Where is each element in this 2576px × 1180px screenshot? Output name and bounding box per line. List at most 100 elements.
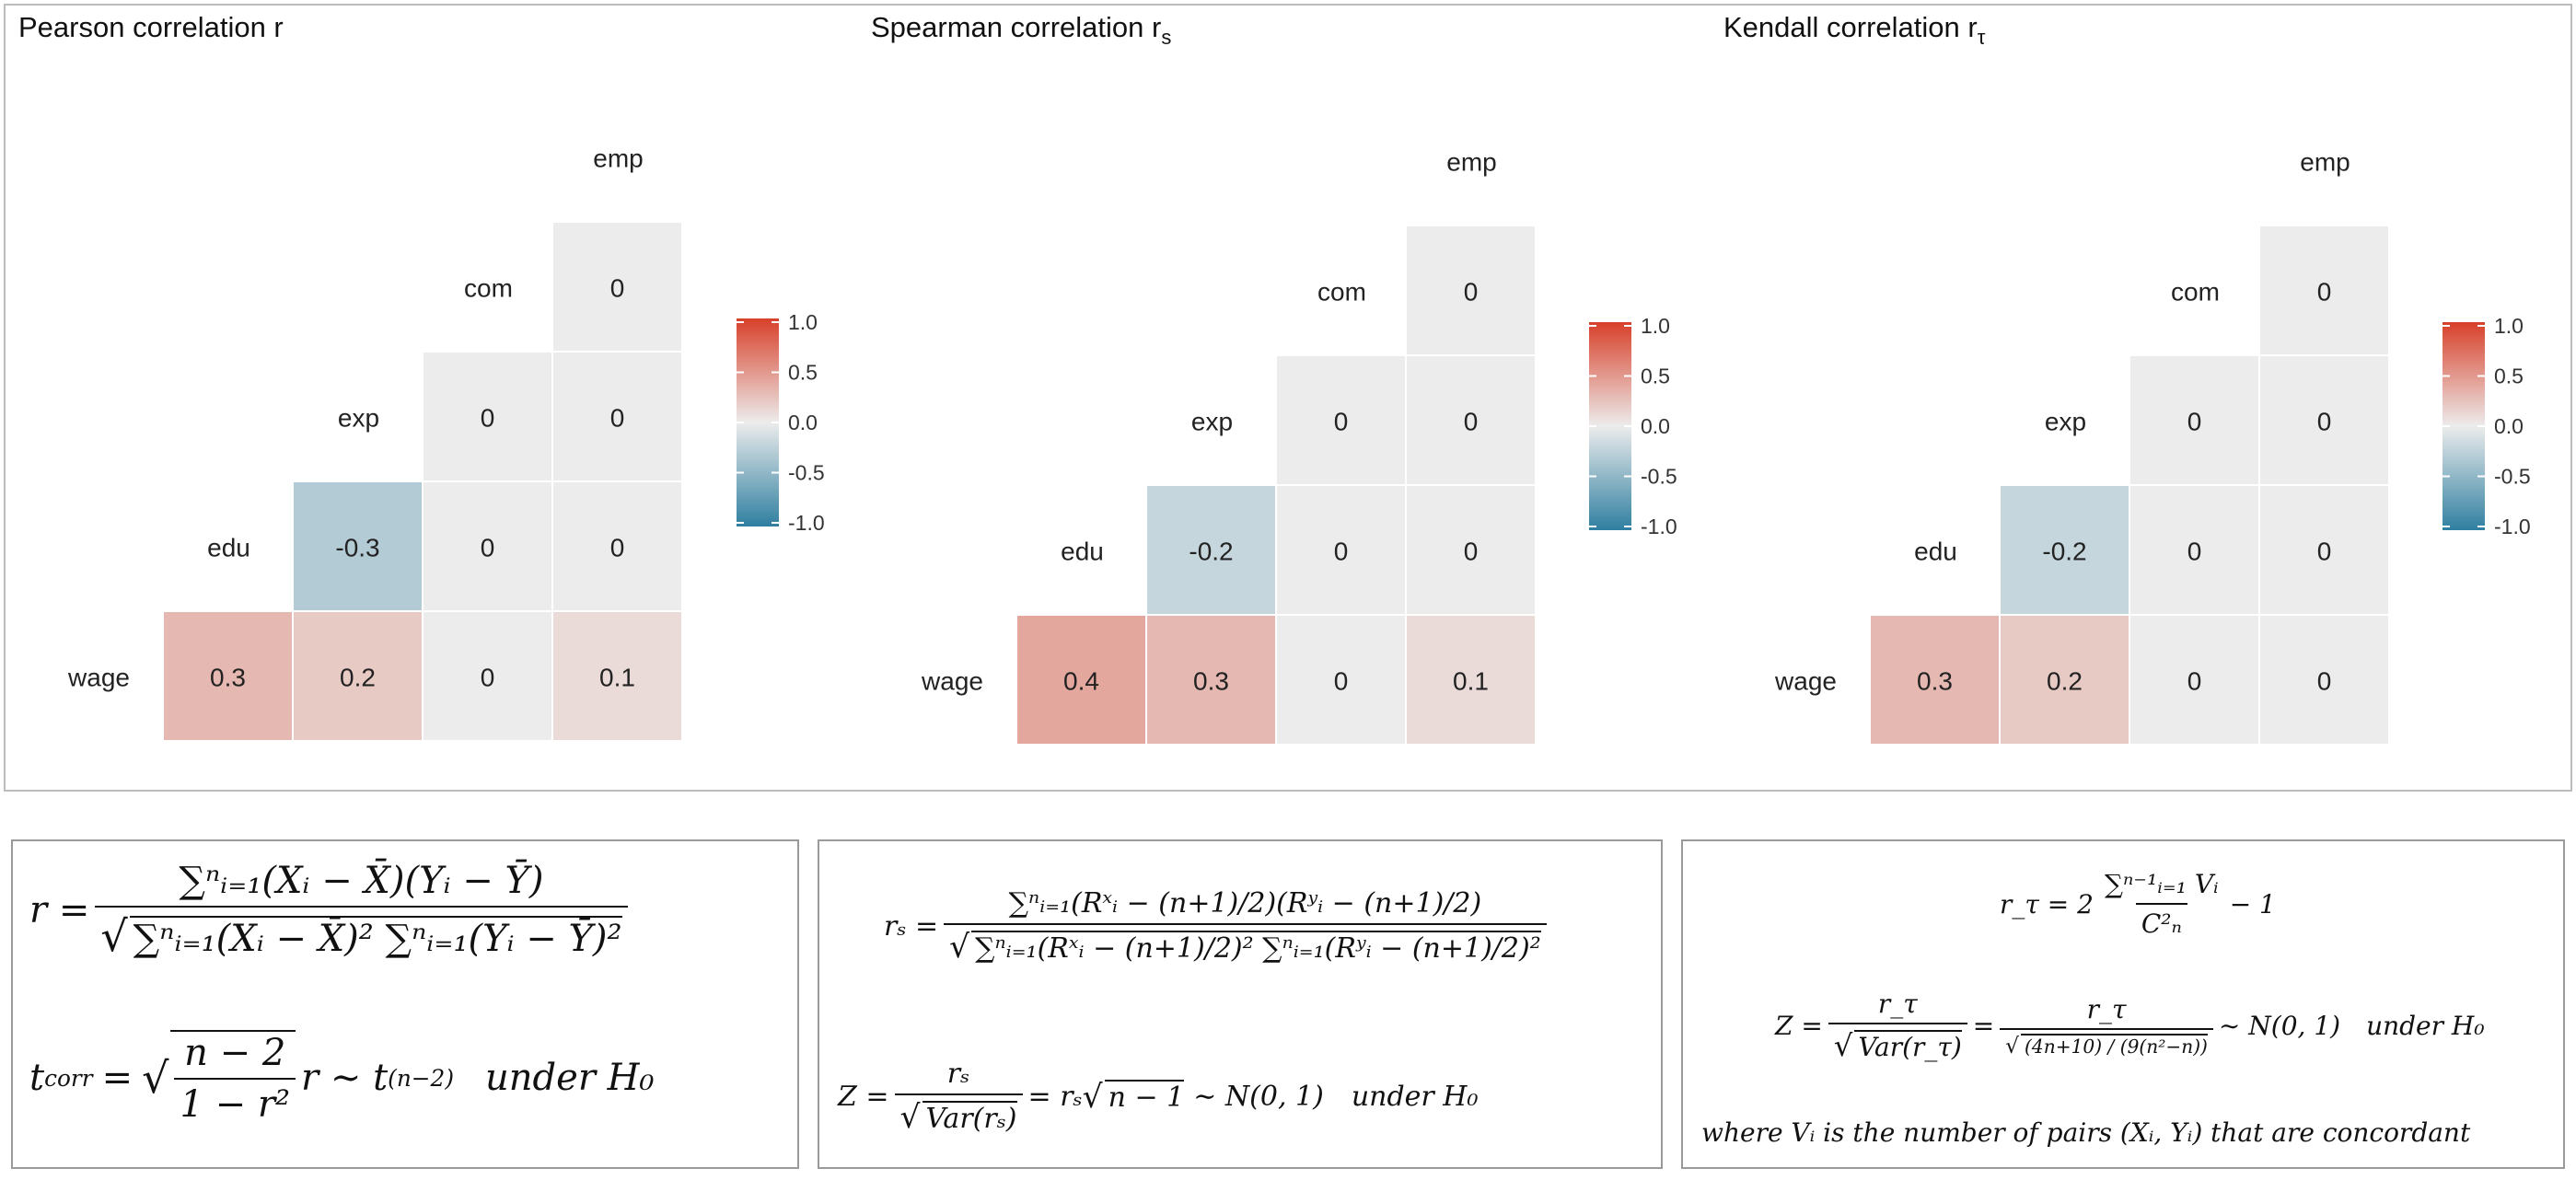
chart3-cell-label-wage-edu: 0.2 [2047, 667, 2083, 696]
chart3-var-label-com: com [2171, 278, 2220, 307]
chart3-cell-label-edu-edu: -0.2 [2042, 538, 2086, 566]
chart1-title: Pearson correlation r [18, 11, 284, 43]
spearman-z-lhs: Z = [838, 1081, 889, 1113]
sqrt-icon: √ [899, 1099, 921, 1136]
kendall-note: where Vᵢ is the number of pairs (Xᵢ, Yᵢ)… [1701, 1117, 2471, 1148]
chart1-cell-wage-wage [164, 612, 292, 740]
pearson-t-rhs-sub: (n−2) [388, 1064, 455, 1092]
chart1-legend-tick-label-4: -1.0 [788, 511, 825, 535]
chart2-cell-edu-com [1407, 486, 1535, 614]
chart1-cell-label-wage-exp: 0 [481, 664, 495, 692]
pearson-r-fraction: ∑ⁿᵢ₌₁(Xᵢ − X̄)(Yᵢ − Ȳ) √ ∑ⁿᵢ₌₁(Xᵢ − X̄)² … [95, 860, 628, 961]
chart2-cell-label-wage-edu: 0.3 [1193, 667, 1229, 696]
kendall-z2-denominator: (4n+10) / (9(n²−n)) [2021, 1033, 2208, 1058]
chart1-var-label-com: com [464, 274, 513, 303]
chart3-cell-wage-exp [2130, 616, 2258, 744]
chart2-cell-label-com-com: 0 [1464, 278, 1479, 307]
chart1-cell-edu-edu [294, 482, 422, 610]
chart3-legend-tick-label-2: 0.0 [2494, 414, 2524, 438]
chart2-cell-label-wage-exp: 0 [1334, 667, 1349, 696]
chart1-cell-edu-exp [424, 482, 551, 610]
chart3-legend-tick-label-0: 1.0 [2494, 314, 2524, 338]
chart2-cell-wage-wage [1017, 616, 1145, 744]
chart2-legend-tick-label-1: 0.5 [1641, 364, 1670, 388]
chart3-legend-tick-label-3: -0.5 [2494, 465, 2531, 489]
spearman-formula-box: rₛ = ∑ⁿᵢ₌₁(Rˣᵢ − (n+1)/2)(Rʸᵢ − (n+1)/2)… [818, 839, 1663, 1169]
chart3-cell-label-wage-com: 0 [2317, 667, 2332, 696]
kendall-z1-numerator: r_τ [1877, 989, 1918, 1019]
chart3-cell-label-exp-exp: 0 [2187, 408, 2202, 436]
chart3-var-label-edu: edu [1914, 538, 1957, 566]
kendall-z1-fraction: r_τ √ Var(r_τ) [1828, 989, 1967, 1063]
spearman-rs-numerator: ∑ⁿᵢ₌₁(Rˣᵢ − (n+1)/2)(Rʸᵢ − (n+1)/2) [1008, 887, 1482, 920]
pearson-r-numerator: ∑ⁿᵢ₌₁(Xᵢ − X̄)(Yᵢ − Ȳ) [179, 860, 544, 902]
spearman-z-denominator-wrap: √ Var(rₛ) [894, 1093, 1023, 1136]
chart2-legend-tick-label-4: -1.0 [1641, 515, 1677, 538]
chart2-legend-tick-label-2: 0.0 [1641, 414, 1670, 438]
chart3-cell-label-wage-wage: 0.3 [1917, 667, 1953, 696]
chart1-cell-exp-com [553, 353, 681, 480]
kendall-rt-formula: r_τ = 2 ∑ⁿ⁻¹ᵢ₌₁ Vᵢ C²ₙ − 1 [2000, 869, 2276, 939]
chart2-cell-label-edu-com: 0 [1464, 538, 1479, 566]
chart3-var-label-exp: exp [2045, 408, 2086, 436]
kendall-rt-denominator: C²ₙ [2135, 903, 2187, 939]
spearman-z-tail: ∼ N(0, 1) [1193, 1081, 1324, 1113]
chart2-cell-label-wage-com: 0.1 [1453, 667, 1489, 696]
pearson-t-sub: corr [44, 1064, 93, 1092]
chart3-cell-com-com [2260, 226, 2388, 354]
pearson-t-numerator: n − 2 [184, 1032, 286, 1074]
chart2-cell-exp-exp [1277, 356, 1405, 484]
kendall-z-eq: = [1972, 1011, 1995, 1041]
pearson-t-fraction: n − 2 1 − r² [170, 1030, 296, 1126]
chart1-cell-label-edu-exp: 0 [481, 534, 495, 562]
pearson-r-denominator: ∑ⁿᵢ₌₁(Xᵢ − X̄)² ∑ⁿᵢ₌₁(Yᵢ − Ȳ)² [129, 916, 622, 960]
correlation-heatmaps-svg: Pearson correlation r 0.3 0.2 0 0.1 -0.3 0 0 0 0 0… [18, 11, 2531, 744]
kendall-z-formula: Z = r_τ √ Var(r_τ) = r_τ √ (4n+10) / (9(n²… [1775, 989, 2485, 1063]
chart1-cell-wage-com [553, 612, 681, 740]
chart3-cell-edu-com [2260, 486, 2388, 614]
chart3-legend-tick-label-4: -1.0 [2494, 515, 2531, 538]
chart2-var-label-edu: edu [1061, 538, 1104, 566]
chart3-title-subscript: τ [1978, 26, 1986, 49]
spearman-z-sqrt: n − 1 [1104, 1080, 1185, 1114]
sqrt-icon: √ [1082, 1078, 1103, 1116]
chart3-cell-edu-edu [2001, 486, 2129, 614]
chart3-cell-label-edu-exp: 0 [2187, 538, 2202, 566]
chart3-title: Kendall correlation rτ [1723, 11, 1986, 49]
sqrt-icon: √ [2005, 1033, 2020, 1059]
chart1-var-label-emp: emp [593, 145, 643, 173]
spearman-rs-denominator: ∑ⁿᵢ₌₁(Rˣᵢ − (n+1)/2)² ∑ⁿᵢ₌₁(Rʸᵢ − (n+1)/… [971, 931, 1541, 965]
chart3-cell-exp-com [2260, 356, 2388, 484]
chart1-var-label-exp: exp [338, 404, 379, 433]
pearson-t-lhs: t [29, 1057, 45, 1099]
kendall-z1-denominator: Var(r_τ) [1854, 1030, 1962, 1062]
chart1-cell-label-exp-com: 0 [610, 404, 625, 433]
chart2-cell-label-edu-exp: 0 [1334, 538, 1349, 566]
chart3-cell-label-exp-com: 0 [2317, 408, 2332, 436]
spearman-rs-lhs: rₛ = [884, 910, 939, 943]
chart1-var-label-wage: wage [67, 664, 130, 692]
chart2-cell-com-com [1407, 226, 1535, 354]
chart1-cell-label-com-com: 0 [610, 274, 625, 303]
correlation-heatmaps-panel: Pearson correlation r 0.3 0.2 0 0.1 -0.3 0 0 0 0 0… [4, 4, 2572, 792]
sqrt-icon: √ [100, 911, 128, 961]
sqrt-icon: √ [949, 929, 970, 966]
chart2-cell-label-edu-edu: -0.2 [1189, 538, 1233, 566]
kendall-z2-fraction: r_τ √ (4n+10) / (9(n²−n)) [2000, 994, 2213, 1059]
kendall-rt-tail: − 1 [2229, 888, 2276, 920]
chart2-var-label-wage: wage [921, 667, 983, 696]
chart1-cell-wage-exp [424, 612, 551, 740]
kendall-z-lhs: Z = [1775, 1011, 1823, 1041]
pearson-t-tail: under H₀ [485, 1057, 655, 1099]
pearson-r-lhs: r = [29, 889, 90, 931]
kendall-z-under: under H₀ [2366, 1011, 2485, 1041]
spearman-z-denominator: Var(rₛ) [922, 1101, 1017, 1135]
chart1-cell-label-exp-exp: 0 [481, 404, 495, 433]
pearson-t-eq: = [101, 1057, 133, 1099]
chart3-var-label-emp: emp [2300, 148, 2350, 177]
chart1-legend-tick-label-3: -0.5 [788, 461, 825, 485]
kendall-z1-denominator-wrap: √ Var(r_τ) [1828, 1023, 1967, 1063]
chart2-cell-edu-exp [1277, 486, 1405, 614]
spearman-z-rhs: = rₛ [1027, 1081, 1083, 1113]
chart2-title-subscript: s [1161, 26, 1171, 49]
